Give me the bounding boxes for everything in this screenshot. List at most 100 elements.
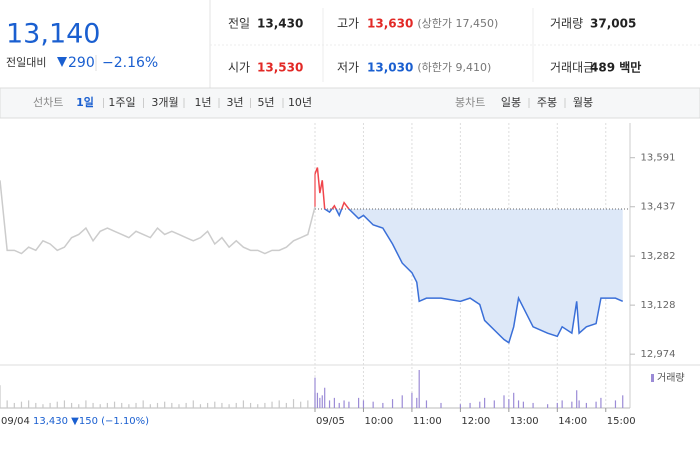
summary-label: 거래대금 [550,61,594,75]
volume-bar [192,400,194,408]
volume-bar [49,402,51,408]
volume-bar [338,402,340,408]
volume-bar [416,397,418,408]
volume-bar [561,400,563,408]
volume-bar [391,399,394,408]
volume-bar [300,401,302,408]
volume-bar [257,404,259,408]
volume-bar [547,404,549,408]
x-tick-label: 14:00 [558,416,587,427]
legend-swatch [651,374,654,382]
tab-group-label: 선차트 [33,96,63,109]
volume-bar [576,390,578,408]
volume-bar [425,400,428,408]
volume-bar [493,400,495,408]
volume-bar [20,401,23,408]
volume-bar [307,400,309,408]
volume-bar [164,401,166,408]
volume-bar [92,402,94,408]
volume-bar [35,402,37,408]
volume-bar [484,397,486,408]
volume-bar [314,377,316,408]
down-arrow [57,57,67,67]
volume-bar [171,402,173,408]
volume-bar [214,401,216,408]
volume-bar [522,401,524,408]
summary-label: 고가 [337,17,359,31]
volume-bar [0,385,1,408]
volume-bar [469,402,471,408]
volume-bar [321,395,323,408]
prev-summary: 13,430 ▼150 (−1.10%) [33,416,149,427]
volume-bar [578,400,580,408]
volume-bar [264,402,266,408]
volume-bar [142,400,144,408]
tab[interactable]: 1년 [194,96,211,109]
tab[interactable]: 일봉 [501,95,521,109]
volume-bar [228,404,230,408]
x-tick-label: 09/05 [316,416,345,427]
tab-bar [0,87,700,119]
volume-bar [440,402,442,408]
y-tick-label: 13,437 [641,202,676,213]
volume-bar [343,400,345,408]
tab[interactable]: 3년 [226,96,243,109]
volume-bar [235,402,237,408]
volume-bar [348,401,350,408]
tab[interactable]: 1주일 [108,95,135,109]
volume-bar [622,395,624,408]
y-tick-label: 13,128 [641,300,676,311]
summary-value: 37,005 [590,17,636,31]
volume-bar [614,400,617,408]
volume-bar [316,392,319,408]
volume-bar [56,401,58,408]
volume-bar [242,400,245,408]
volume-bar [333,397,335,408]
summary-label: 저가 [337,61,359,75]
volume-bar [585,402,587,408]
summary-value: 13,030 [367,61,413,75]
tab[interactable]: 월봉 [573,96,593,109]
tab[interactable]: 3개월 [151,96,178,109]
change: 290 [68,55,95,71]
legend-label: 거래량 [657,372,685,384]
volume-bar [479,401,481,408]
volume-bar [382,402,384,408]
tab[interactable]: 5년 [257,96,274,109]
volume-bar [517,400,520,408]
volume-bar [362,400,365,408]
volume-bar [372,401,374,408]
volume-bar [271,401,273,408]
volume-bar [13,402,15,408]
volume-bar [328,400,331,408]
change-rate: −2.16% [102,55,158,71]
volume-bar [600,397,602,408]
y-tick-label: 13,591 [641,153,676,164]
volume-bar [42,404,44,408]
summary-label: 전일 [228,17,250,31]
volume-bar [149,404,151,408]
volume-bar [418,370,420,408]
volume-bar [595,401,597,408]
volume-bar [63,400,66,408]
volume-bar [85,400,87,408]
volume-bar [156,402,159,408]
summary-value: 13,530 [257,61,303,75]
tab[interactable]: 1일 [76,95,94,109]
volume-bar [459,404,461,408]
tab[interactable]: 주봉 [537,96,557,109]
summary-note: (하한가 9,410) [417,60,491,74]
volume-bar [178,404,180,408]
tab-group-label: 봉차트 [455,96,485,109]
volume-bar [503,395,505,408]
x-tick-label: 12:00 [461,416,490,427]
volume-bar [135,402,137,408]
volume-bar [121,402,123,408]
volume-bar [185,402,187,408]
volume-bar [324,387,326,408]
summary-value: 13,430 [257,17,303,31]
volume-bar [401,395,403,408]
summary-value: 13,630 [367,17,413,31]
x-tick-label: 13:00 [510,416,539,427]
tab[interactable]: 10년 [288,96,312,109]
